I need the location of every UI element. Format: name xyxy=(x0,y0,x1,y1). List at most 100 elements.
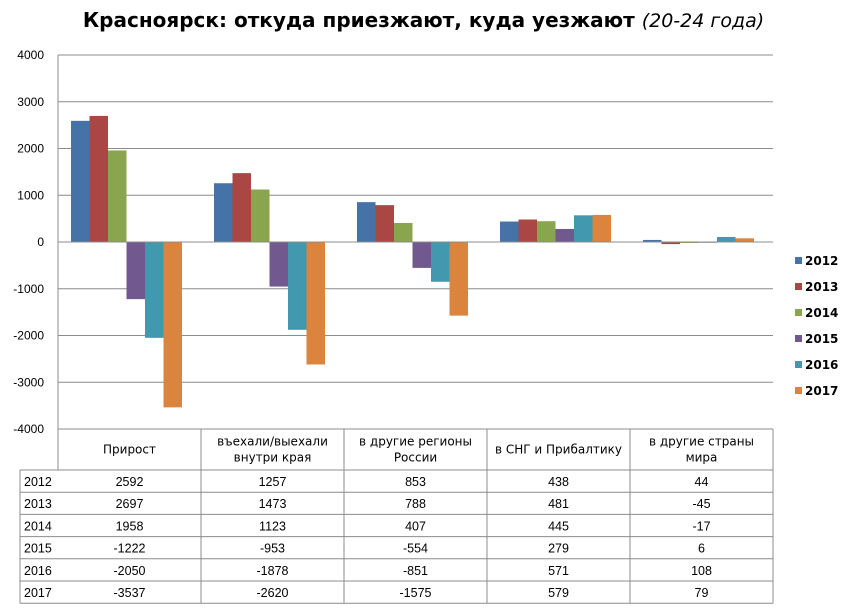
bar-2012-2 xyxy=(214,183,233,242)
legend-label: 2013 xyxy=(805,280,838,294)
table-row-year: 2015 xyxy=(24,542,52,556)
table-cell-value: 579 xyxy=(548,586,569,600)
table-row-year: 2014 xyxy=(24,519,52,533)
bar-2016-3 xyxy=(431,242,450,282)
table-cell-value: 788 xyxy=(405,497,426,511)
legend-swatch xyxy=(795,387,802,394)
table-cell-value: -2050 xyxy=(114,564,146,578)
table-cell-value: 2697 xyxy=(116,497,144,511)
table-cell-value: 407 xyxy=(405,519,426,533)
category-label: мира xyxy=(686,451,718,465)
table-cell-value: 438 xyxy=(548,475,569,489)
table-cell-value: -953 xyxy=(260,542,285,556)
bar-2017-1 xyxy=(163,242,182,408)
legend-label: 2017 xyxy=(805,384,838,398)
bar-2014-2 xyxy=(251,189,270,242)
table-cell-value: 1958 xyxy=(116,519,144,533)
bar-2013-5 xyxy=(661,242,680,245)
table-cell-value: 1257 xyxy=(259,475,287,489)
bar-2012-1 xyxy=(71,120,90,242)
table-cell-value: 279 xyxy=(548,542,569,556)
chart-title-main: Красноярск: откуда приезжают, куда уезжа… xyxy=(82,8,635,32)
y-tick-label: -3000 xyxy=(13,375,44,389)
y-tick-label: 1000 xyxy=(17,188,44,202)
table-row-year: 2016 xyxy=(24,564,52,578)
table-cell-value: 2592 xyxy=(116,475,144,489)
bar-2013-4 xyxy=(518,219,537,242)
table-cell-value: -17 xyxy=(692,519,710,533)
table-cell-value: -554 xyxy=(403,542,428,556)
legend-label: 2014 xyxy=(805,306,838,320)
legend-label: 2012 xyxy=(805,254,838,268)
category-label: России xyxy=(394,451,437,465)
category-label: въехали/выехали xyxy=(217,435,328,449)
bar-2014-4 xyxy=(537,221,556,242)
bar-2012-3 xyxy=(357,202,376,242)
bar-2013-3 xyxy=(375,205,394,242)
table-cell-value: 108 xyxy=(691,564,712,578)
table-cell-value: 571 xyxy=(548,564,569,578)
category-label: в СНГ и Прибалтику xyxy=(495,443,622,457)
bar-2017-3 xyxy=(449,242,468,316)
bar-2012-5 xyxy=(643,239,662,242)
table-cell-value: 79 xyxy=(695,586,709,600)
chart-title: Красноярск: откуда приезжают, куда уезжа… xyxy=(0,8,847,32)
bar-2016-4 xyxy=(574,215,593,242)
table-row-year: 2013 xyxy=(24,497,52,511)
y-tick-label: -2000 xyxy=(13,329,44,343)
bar-2012-4 xyxy=(500,221,519,242)
legend-swatch xyxy=(795,283,802,290)
bar-2013-2 xyxy=(232,173,251,242)
bar-2016-2 xyxy=(288,242,307,330)
legend-swatch xyxy=(795,361,802,368)
bar-2017-5 xyxy=(735,238,754,242)
legend: 2012 2013 2014 2015 2016 2017 xyxy=(795,254,838,398)
table-cell-value: 1473 xyxy=(259,497,287,511)
legend-swatch xyxy=(795,335,802,342)
y-tick-label: 2000 xyxy=(17,142,44,156)
bar-2015-2 xyxy=(269,242,288,287)
table-cell-value: 853 xyxy=(405,475,426,489)
y-tick-label: -4000 xyxy=(13,422,44,436)
legend-swatch xyxy=(795,309,802,316)
bar-2017-4 xyxy=(592,214,611,242)
table-cell-value: 6 xyxy=(698,542,705,556)
bar-2016-5 xyxy=(717,236,736,242)
table-cell-value: -2620 xyxy=(257,586,289,600)
table-row-year: 2012 xyxy=(24,475,52,489)
legend-swatch xyxy=(795,257,802,264)
bar-2013-1 xyxy=(89,115,108,242)
legend-label: 2015 xyxy=(805,332,838,346)
table-cell-value: -3537 xyxy=(114,586,146,600)
table-cell-value: 1123 xyxy=(259,519,286,533)
y-axis-tick-labels: 4000 3000 2000 1000 0 -1000 -2000 -3000 -4000 xyxy=(13,48,44,436)
chart-subtitle: (20-24 года) xyxy=(641,10,765,32)
bar-2015-1 xyxy=(126,242,145,300)
data-table: Прирост въехали/выехали внутри края в други… xyxy=(19,429,774,604)
table-cell-value: 44 xyxy=(695,475,709,489)
table-row-year: 2017 xyxy=(24,586,52,600)
bar-2014-1 xyxy=(108,150,127,242)
y-tick-label: 3000 xyxy=(17,95,44,109)
category-label: в другие страны xyxy=(649,435,754,449)
table-cell-value: -45 xyxy=(692,497,710,511)
table-cell-value: 445 xyxy=(548,519,569,533)
table-cell-value: -1878 xyxy=(257,564,289,578)
axes xyxy=(57,55,773,470)
bar-2015-3 xyxy=(412,242,431,268)
table-cell-value: -1575 xyxy=(400,586,432,600)
bar-2015-4 xyxy=(555,228,574,242)
y-tick-label: 0 xyxy=(37,235,44,249)
table-cell-value: -851 xyxy=(403,564,428,578)
bar-2014-3 xyxy=(394,222,413,242)
bar-2016-1 xyxy=(145,242,164,338)
bar-2017-2 xyxy=(306,242,325,365)
table-cell-value: 481 xyxy=(548,497,569,511)
y-tick-label: -1000 xyxy=(13,282,44,296)
bars xyxy=(71,115,754,408)
category-label: в другие регионы xyxy=(359,435,472,449)
legend-label: 2016 xyxy=(805,358,838,372)
table-cell-value: -1222 xyxy=(114,542,146,556)
category-label: внутри края xyxy=(234,451,312,465)
